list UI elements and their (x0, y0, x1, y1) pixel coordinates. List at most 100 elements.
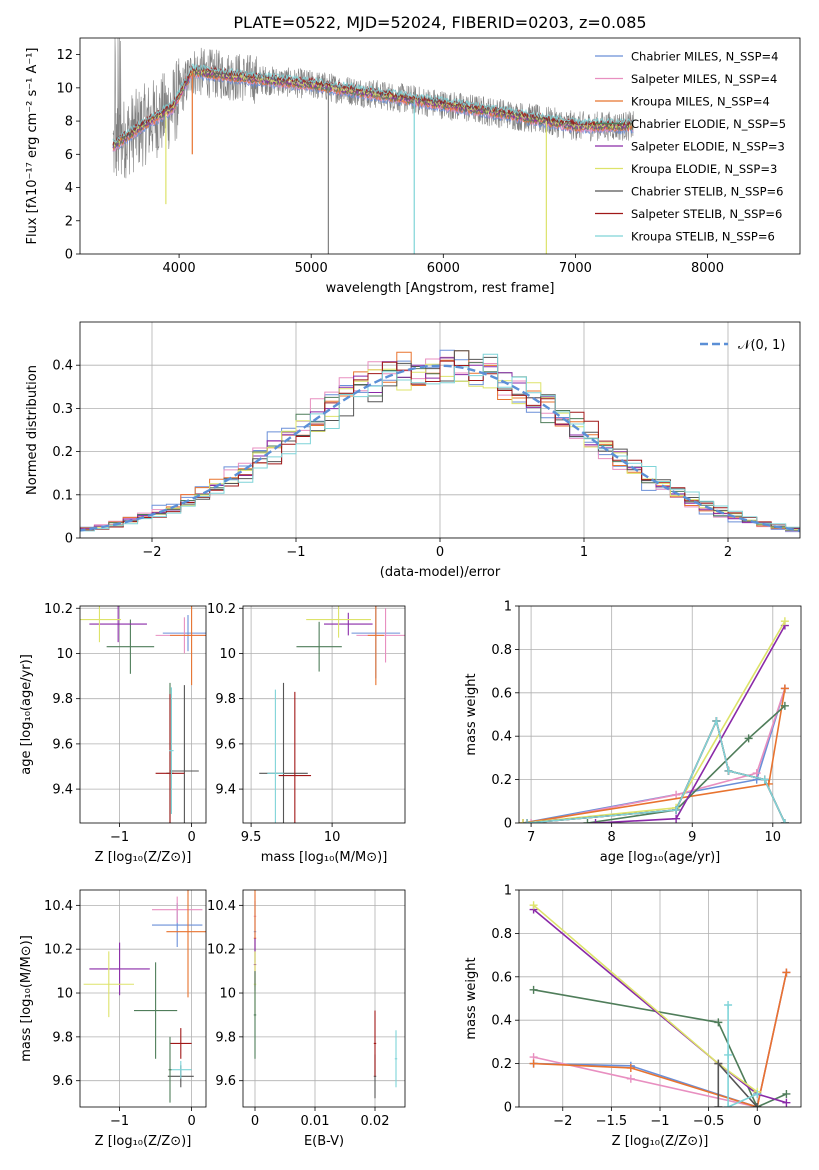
axes-frame (242, 605, 406, 824)
x-tick-label: −2 (553, 1114, 572, 1129)
errorbar-point (168, 1036, 172, 1103)
x-tick-label: 6000 (427, 261, 460, 276)
mass-weight-marker (780, 701, 789, 710)
legend-entry: Kroupa ELODIE, N_SSP=3 (631, 162, 777, 176)
plot-area (519, 606, 801, 823)
y-tick-label: 0 (504, 1101, 512, 1116)
x-tick-label: 7000 (559, 261, 592, 276)
y-tick-label: 0.3 (52, 402, 73, 417)
mass-weight-line (533, 972, 788, 1107)
mass-weight-marker (529, 901, 538, 910)
y-tick-label: 10 (219, 987, 236, 1002)
y-axis-label: age [log₁₀(age/yr)] (19, 654, 34, 775)
x-tick-label: 0.02 (361, 1114, 390, 1129)
errorbar-point (166, 890, 206, 998)
mass-weight-marker (712, 717, 721, 726)
y-axis-label: mass [log₁₀(M/M⊙)] (19, 935, 34, 1062)
y-tick-label: 10.4 (44, 899, 73, 914)
x-tick-label: 5000 (295, 261, 328, 276)
y-tick-label: 10.2 (44, 602, 73, 617)
legend-entry: Chabrier STELIB, N_SSP=6 (631, 185, 783, 199)
mass-weight-marker (752, 769, 761, 778)
mass-vs-metallicity-panel: −1 0 9.6 9.8 10 10.2 10.4 Z [log₁₀(Z/Z⊙)] mass [… (19, 889, 207, 1149)
gaussian-curve (80, 364, 800, 532)
errorbar-point (170, 1028, 192, 1059)
mass-weight-line (727, 1005, 758, 1107)
errorbar-point (324, 612, 373, 636)
mass-weight-marker (714, 1018, 723, 1027)
y-tick-label: 1 (504, 884, 512, 899)
x-tick-label: 10 (324, 830, 341, 845)
legend-entry: 𝒩(0, 1) (738, 338, 785, 353)
x-axis-label: Z [log₁₀(Z/Z⊙)] (95, 850, 192, 865)
errorbar-point (89, 942, 150, 996)
mass-weight-marker (753, 1089, 762, 1098)
x-tick-label: −0.5 (693, 1114, 725, 1129)
y-tick-label: 6 (65, 148, 73, 163)
axes-frame (242, 889, 406, 1108)
y-tick-label: 9.8 (215, 692, 236, 707)
mass-weight-marker (583, 819, 592, 823)
legend-entry: Salpeter ELODIE, N_SSP=3 (631, 140, 785, 154)
y-tick-label: 9.8 (52, 1030, 73, 1045)
mass-vs-ebv-panel: 0 0.01 0.02 9.6 9.8 10 10.2 10.4 E(B-V) (207, 889, 406, 1149)
age-vs-mass-panel: 9.5 10 9.4 9.6 9.8 10 10.2 mass [log₁₀(M/M⊙)] (207, 602, 406, 865)
y-tick-label: 0.8 (491, 927, 512, 942)
plot-area (80, 606, 206, 823)
x-tick-label: 4000 (163, 261, 196, 276)
mass-weight-marker (523, 819, 532, 823)
y-tick-label: 0 (504, 817, 512, 832)
mass-weight-marker (780, 819, 789, 823)
plot-area (112, 38, 634, 254)
y-tick-label: 9.8 (52, 692, 73, 707)
y-tick-label: 10.2 (207, 602, 236, 617)
mass-weight-line (533, 989, 787, 1107)
observed-spectrum (112, 38, 634, 179)
mass-weight-marker (527, 819, 536, 823)
mass-weight-marker (529, 1059, 538, 1068)
errorbar-point (170, 606, 206, 686)
legend-entry: Salpeter STELIB, N_SSP=6 (631, 207, 782, 221)
mass-weight-marker (672, 790, 681, 799)
mass-weight-marker (626, 1063, 635, 1072)
mass-weight-marker (714, 1103, 723, 1107)
errorbar-point (134, 962, 178, 1059)
plot-area (80, 890, 206, 1107)
errorbar-point (306, 606, 371, 638)
x-tick-label: −1.5 (596, 1114, 628, 1129)
mass-weight-marker (724, 1103, 733, 1107)
y-tick-label: 10.2 (207, 943, 236, 958)
x-axis-label: Z [log₁₀(Z/Z⊙)] (95, 1134, 192, 1149)
x-axis-label: Z [log₁₀(Z/Z⊙)] (612, 1134, 709, 1149)
x-tick-label: −1 (286, 545, 305, 560)
errorbar-point (152, 896, 203, 923)
mass-weight-marker (724, 1050, 733, 1059)
axes-frame (79, 321, 801, 539)
y-tick-label: 0.4 (491, 730, 512, 745)
errorbar-point (162, 615, 206, 652)
x-tick-label: 2 (724, 545, 732, 560)
x-tick-label: 0 (753, 1114, 761, 1129)
mass-weight-marker (626, 1074, 635, 1083)
errorbar-point (367, 606, 384, 686)
y-axis-label: Flux [fλ10⁻¹⁷ erg cm⁻² s⁻¹ A⁻¹] (25, 48, 40, 245)
axes-frame (79, 889, 207, 1108)
y-tick-label: 0.6 (491, 970, 512, 985)
mass-weight-marker (782, 968, 791, 977)
y-tick-label: 0.2 (491, 1057, 512, 1072)
x-axis-label: mass [log₁₀(M/M⊙)] (261, 850, 388, 865)
errorbar-point (170, 685, 199, 823)
x-tick-label: −1 (110, 830, 129, 845)
errorbar-point (267, 689, 284, 823)
legend-entry: Kroupa MILES, N_SSP=4 (631, 95, 770, 109)
y-tick-label: 10 (56, 987, 73, 1002)
y-axis-label: Normed distribution (25, 365, 40, 495)
axes-frame (518, 889, 802, 1108)
mass-weight-marker (672, 814, 681, 823)
mass-weight-marker (780, 684, 789, 693)
legend-entry: Chabrier ELODIE, N_SSP=5 (631, 117, 786, 131)
y-tick-label: 8 (65, 115, 73, 130)
model-spectrum-8 (112, 63, 634, 143)
x-tick-label: 0 (251, 1114, 259, 1129)
axes-frame (518, 605, 802, 824)
